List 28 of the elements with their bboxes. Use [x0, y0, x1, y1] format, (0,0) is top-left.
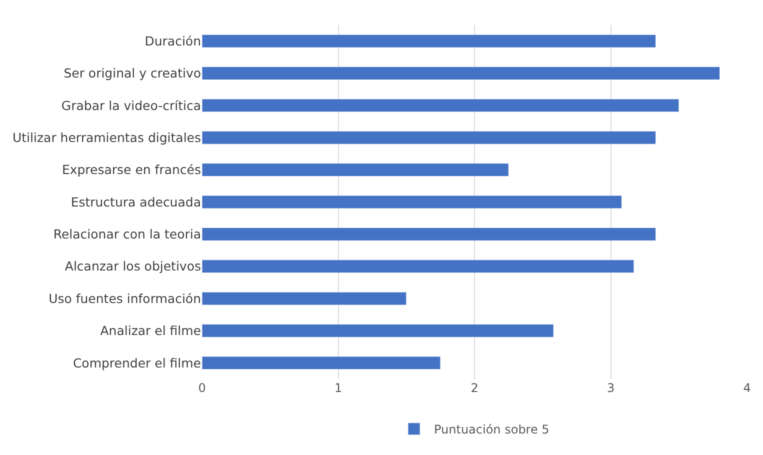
y-tick-label: Expresarse en francés [62, 162, 201, 178]
y-tick-label: Comprender el filme [72, 355, 202, 370]
legend-label: Puntuación sobre 5 [434, 422, 550, 437]
bar [202, 98, 680, 112]
bar [202, 34, 656, 48]
y-tick-label: Alcanzar los objetivos [64, 258, 201, 274]
bar [202, 130, 656, 144]
bar [202, 66, 720, 80]
x-tick-label: 1 [334, 381, 342, 395]
x-tick-label: 4 [743, 381, 751, 395]
y-tick-label: Relacionar con la teoria [53, 226, 201, 242]
bar [202, 195, 622, 209]
y-tick-label: Ser original y creativo [64, 66, 201, 81]
bar [202, 356, 441, 370]
y-tick-label: Uso fuentes información [48, 290, 201, 306]
y-tick-label: Grabar la video-crítica [61, 98, 201, 113]
y-tick-label: Utilizar herramientas digitales [12, 130, 201, 146]
bar [202, 324, 554, 338]
y-tick-label: Duración [144, 33, 201, 48]
bar [202, 260, 634, 274]
x-tick-label: 3 [606, 381, 615, 395]
bar [202, 228, 656, 241]
x-tick-label: 0 [198, 381, 206, 395]
y-tick-label: Estructura adecuada [70, 194, 201, 210]
bar [202, 292, 407, 306]
y-tick-label: Analizar el filme [100, 323, 202, 338]
bar [202, 163, 509, 176]
x-tick-label: 2 [470, 381, 478, 395]
